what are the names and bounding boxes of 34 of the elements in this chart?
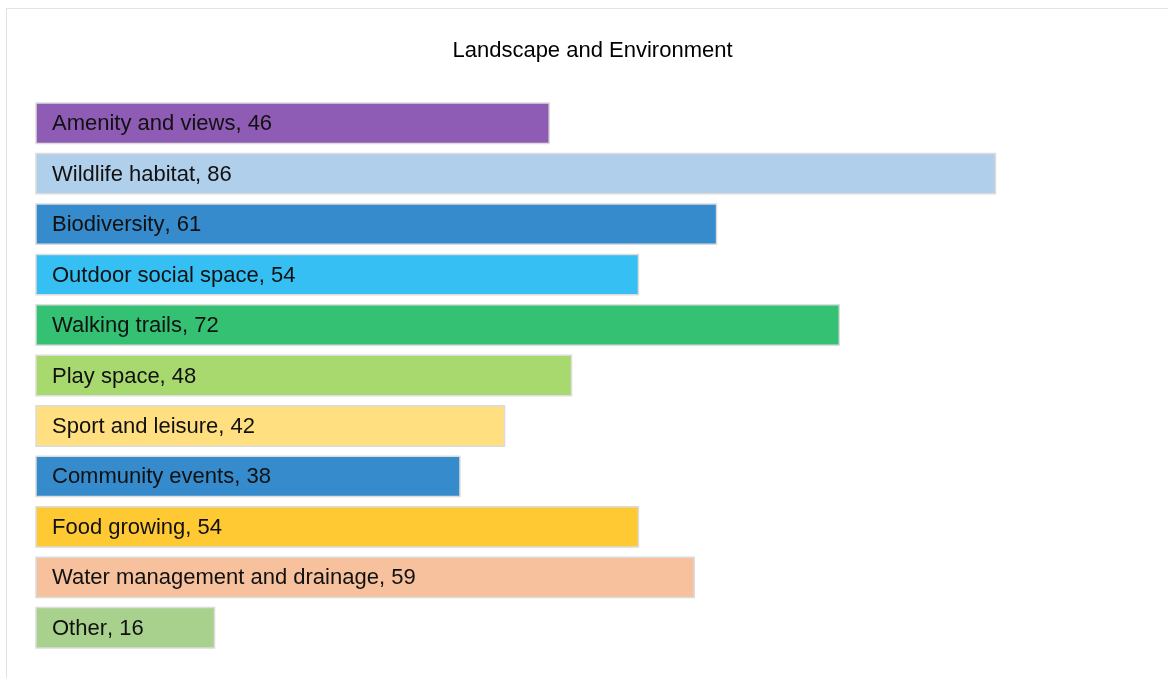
bar [35,556,695,599]
data-label: , 54 [185,513,222,539]
y-tick-label: Other [52,614,108,640]
bar [35,102,550,145]
bar [35,606,216,649]
y-tick-label: Sport and leisure [52,412,219,438]
y-tick-label: Amenity and views [52,110,236,136]
data-label: , 38 [234,463,271,489]
data-label: , 61 [164,211,202,237]
y-tick-label: Food growing [52,513,186,539]
y-tick-label: Outdoor social space [52,261,259,287]
bar [35,304,841,346]
y-tick-label: Wildlife habitat [52,160,196,186]
y-tick-label: Play space [52,362,160,388]
bar [35,253,640,296]
data-label: , 16 [107,614,144,640]
y-tick-label: Walking trails [52,312,182,338]
data-label: , 86 [195,160,232,186]
bar [35,455,461,498]
bar [35,505,640,548]
data-label: , 72 [181,312,219,338]
bar [35,354,573,397]
data-label: , 48 [159,362,197,388]
data-label: , 46 [235,110,273,136]
data-label: , 59 [378,564,416,590]
y-tick-label: Biodiversity [52,211,165,237]
chart-title: Landscape and Environment [452,37,733,62]
bar [35,203,718,246]
bar [35,405,506,447]
data-label: , 42 [218,412,256,438]
y-tick-label: Water management and drainage [52,564,379,590]
y-tick-label: Community events [52,463,235,489]
bar [35,152,997,195]
data-label: , 54 [258,261,296,287]
